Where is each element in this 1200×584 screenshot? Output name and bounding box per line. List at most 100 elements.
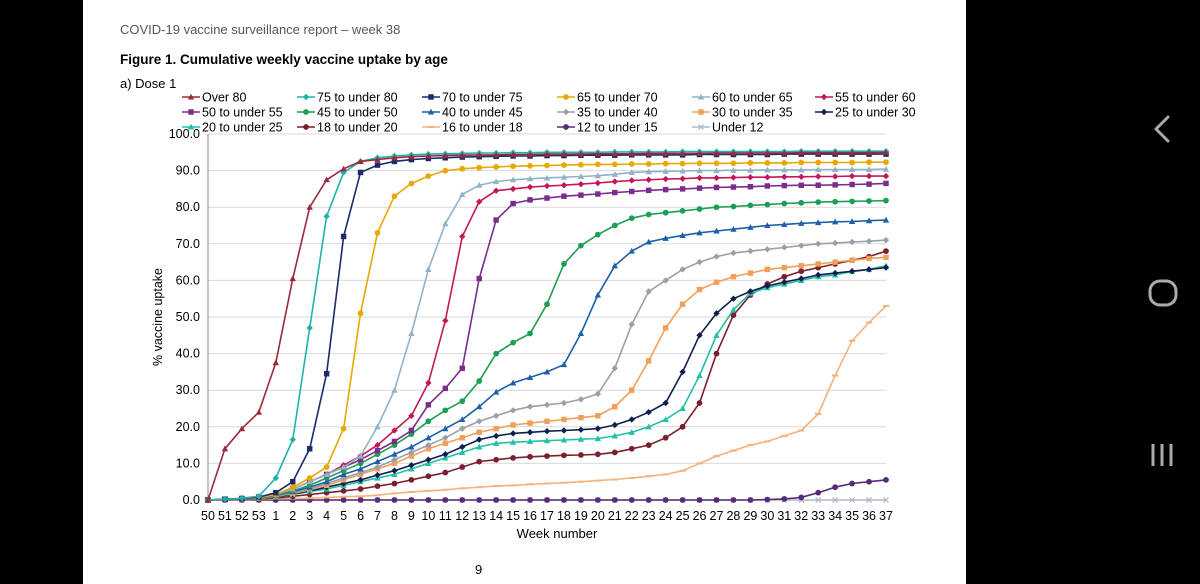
- data-point-18-to-under-20: [578, 452, 584, 458]
- legend-marker-65-to-under-70: [563, 94, 569, 100]
- data-point-12-to-under-15: [459, 497, 466, 503]
- data-point-18-to-under-20: [442, 469, 449, 476]
- data-point-16-to-under-18: [662, 473, 669, 476]
- data-point-45-to-under-50: [645, 211, 652, 218]
- data-point-55-to-under-60: [662, 175, 669, 183]
- data-point-35-to-under-40: [577, 396, 585, 403]
- data-point-65-to-under-70: [340, 425, 347, 432]
- data-point-55-to-under-60: [747, 173, 754, 181]
- legend-label-under-12: Under 12: [712, 121, 763, 135]
- x-tick-label: 19: [574, 509, 588, 523]
- data-point-60-to-under-65: [543, 174, 551, 181]
- data-point-over-80: [747, 149, 754, 156]
- data-point-35-to-under-40: [662, 277, 669, 284]
- data-point-50-to-under-55: [781, 182, 788, 189]
- data-point-45-to-under-50: [594, 231, 601, 238]
- data-point-over-80: [204, 496, 212, 503]
- data-point-60-to-under-65: [781, 166, 788, 173]
- data-point-40-to-under-45: [543, 368, 551, 375]
- x-tick-label: 27: [710, 509, 724, 523]
- data-point-25-to-under-30: [696, 332, 703, 339]
- data-point-45-to-under-50: [561, 261, 567, 267]
- data-point-65-to-under-70: [747, 160, 754, 166]
- data-point-55-to-under-60: [781, 173, 788, 181]
- data-point-20-to-under-25: [645, 423, 652, 430]
- x-tick-label: 32: [794, 509, 808, 523]
- data-point-25-to-under-30: [459, 443, 466, 451]
- data-point-45-to-under-50: [476, 378, 483, 384]
- data-point-over-80: [357, 158, 364, 165]
- x-tick-label: 34: [828, 509, 842, 523]
- chart-subtitle: a) Dose 1: [120, 76, 177, 91]
- data-point-65-to-under-70: [510, 163, 516, 170]
- data-point-30-to-under-35: [815, 261, 821, 267]
- legend-marker-16-to-under-18: [427, 126, 435, 128]
- x-tick-label: 30: [760, 509, 774, 523]
- y-tick-label: 30.0: [176, 383, 200, 397]
- legend-marker-18-to-under-20: [303, 124, 309, 130]
- data-point-65-to-under-70: [578, 161, 584, 168]
- data-point-12-to-under-15: [391, 497, 398, 503]
- data-point-65-to-under-70: [594, 161, 601, 168]
- data-point-70-to-under-75: [323, 371, 330, 377]
- data-point-over-80: [645, 150, 652, 156]
- data-point-40-to-under-45: [662, 235, 669, 241]
- data-point-16-to-under-18: [408, 490, 415, 493]
- data-point-30-to-under-35: [459, 435, 465, 441]
- x-tick-label: 3: [306, 509, 313, 523]
- data-point-50-to-under-55: [713, 184, 720, 191]
- data-point-over-80: [764, 149, 771, 156]
- data-point-60-to-under-65: [798, 166, 805, 173]
- data-point-65-to-under-70: [442, 167, 449, 174]
- data-point-40-to-under-45: [408, 443, 415, 450]
- data-point-50-to-under-55: [832, 182, 838, 188]
- data-point-70-to-under-75: [374, 162, 381, 168]
- data-point-55-to-under-60: [560, 182, 568, 189]
- data-point-35-to-under-40: [425, 441, 432, 449]
- data-point-30-to-under-35: [832, 259, 838, 265]
- data-point-35-to-under-40: [781, 244, 788, 251]
- data-point-25-to-under-30: [476, 436, 483, 443]
- recents-button[interactable]: [1108, 421, 1200, 491]
- data-point-65-to-under-70: [391, 193, 398, 200]
- data-point-50-to-under-55: [612, 189, 618, 196]
- data-point-35-to-under-40: [679, 266, 686, 273]
- home-button[interactable]: [1108, 257, 1200, 327]
- data-point-35-to-under-40: [476, 418, 483, 425]
- data-point-40-to-under-45: [526, 374, 534, 380]
- data-point-25-to-under-30: [425, 456, 432, 463]
- data-point-45-to-under-50: [425, 418, 432, 425]
- data-point-over-80: [509, 151, 517, 158]
- data-point-65-to-under-70: [815, 159, 822, 166]
- x-tick-label: 10: [421, 509, 435, 523]
- data-point-35-to-under-40: [391, 456, 398, 463]
- data-point-40-to-under-45: [848, 218, 856, 225]
- report-page: COVID-19 vaccine surveillance report – w…: [83, 0, 966, 584]
- x-tick-label: 23: [642, 509, 656, 523]
- data-point-20-to-under-25: [391, 471, 398, 477]
- data-point-20-to-under-25: [459, 449, 466, 455]
- back-button[interactable]: [1108, 93, 1200, 163]
- data-point-20-to-under-25: [696, 372, 703, 379]
- legend-marker-75-to-under-80: [302, 93, 310, 101]
- data-point-12-to-under-15: [883, 476, 889, 483]
- data-point-60-to-under-65: [374, 423, 381, 430]
- data-point-25-to-under-30: [848, 268, 856, 275]
- x-tick-label: 22: [625, 509, 639, 523]
- data-point-60-to-under-65: [442, 220, 449, 227]
- data-point-16-to-under-18: [628, 477, 635, 480]
- data-point-18-to-under-20: [527, 453, 533, 460]
- data-point-40-to-under-45: [679, 232, 686, 238]
- data-point-20-to-under-25: [509, 438, 517, 445]
- data-point-35-to-under-40: [543, 401, 551, 409]
- data-point-55-to-under-60: [628, 177, 635, 184]
- data-point-75-to-under-80: [306, 324, 313, 332]
- y-axis-label: % vaccine uptake: [151, 268, 165, 366]
- data-point-60-to-under-65: [306, 478, 313, 485]
- legend-marker-over-80: [187, 93, 195, 100]
- data-point-18-to-under-20: [374, 483, 381, 489]
- data-point-18-to-under-20: [662, 434, 669, 441]
- data-point-35-to-under-40: [815, 240, 822, 247]
- series-line-20-to-under-25: [207, 265, 887, 501]
- data-point-over-80: [255, 408, 263, 415]
